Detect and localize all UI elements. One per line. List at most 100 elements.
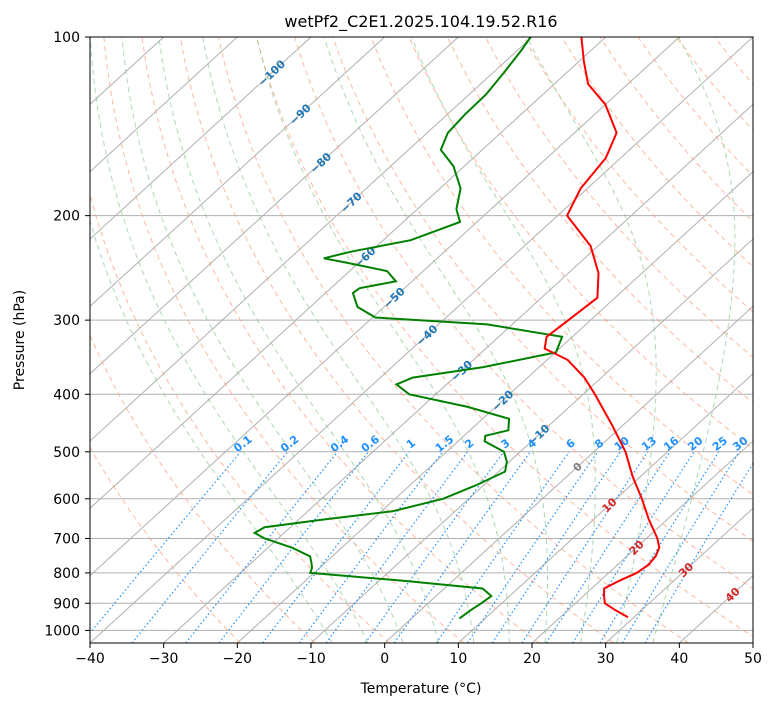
dry-adiabat-line xyxy=(370,37,753,496)
x-tick-label: −10 xyxy=(296,651,326,667)
mixing-ratio-label: 13 xyxy=(639,434,659,454)
isotherm-line xyxy=(90,37,680,577)
isotherm-line xyxy=(605,507,753,643)
dry-adiabat-line xyxy=(675,37,753,132)
x-tick-label: −40 xyxy=(75,651,105,667)
y-axis-ticks: 100 200 300 400 500 600 700 800 900 1000 xyxy=(44,30,90,639)
skewed-isotherms xyxy=(90,37,753,643)
x-tick-label: 0 xyxy=(380,651,389,667)
moist-adiabat-line xyxy=(202,37,475,643)
mixing-ratio-line xyxy=(466,451,599,643)
y-axis-title: Pressure (hPa) xyxy=(12,290,28,390)
isotherm-line xyxy=(310,238,753,643)
x-axis-title: Temperature (°C) xyxy=(360,681,482,697)
isotherm-label: −100 xyxy=(256,57,288,89)
y-tick-label: 400 xyxy=(53,387,80,403)
x-tick-label: −20 xyxy=(223,651,253,667)
mixing-ratio-line xyxy=(325,451,468,643)
mixing-ratio-line xyxy=(90,451,242,634)
mixing-ratio-line xyxy=(393,451,531,643)
isotherm-line xyxy=(457,372,753,643)
moist-adiabat-line xyxy=(90,37,369,643)
isotherm-line xyxy=(90,37,386,308)
mixing-ratio-line xyxy=(521,451,649,643)
dry-adiabats xyxy=(90,37,753,643)
mixing-ratio-label: 8 xyxy=(592,436,606,451)
mixing-ratio-line xyxy=(545,451,671,643)
x-tick-label: 30 xyxy=(597,651,615,667)
isotherm-line xyxy=(531,440,753,643)
y-tick-label: 700 xyxy=(53,532,80,548)
isotherm-line xyxy=(384,305,753,643)
plot-frame xyxy=(89,36,754,644)
temperature-profile-line xyxy=(543,37,661,619)
mixing-ratio-label: 20 xyxy=(685,434,705,454)
x-tick-label: 40 xyxy=(670,651,688,667)
moist-adiabat-line xyxy=(158,37,439,643)
y-tick-label: 900 xyxy=(53,596,80,612)
isotherm-line xyxy=(90,37,312,240)
dry-adiabat-line xyxy=(752,37,753,39)
x-tick-label: 20 xyxy=(523,651,541,667)
plot-area: −100−90−80−70−60−50−40−30−20−10010203040… xyxy=(90,37,771,643)
dry-adiabat-line xyxy=(446,37,753,404)
dry-adiabat-line xyxy=(332,37,753,543)
mixing-ratio-line xyxy=(572,451,695,643)
mixing-ratio-label: 25 xyxy=(710,434,730,454)
mixing-ratio-line xyxy=(185,451,339,643)
y-tick-label: 1000 xyxy=(44,623,80,639)
isotherm-line xyxy=(163,103,753,643)
mixing-ratio-lines xyxy=(90,451,753,643)
dewpoint-profile-line xyxy=(252,37,564,620)
mixing-ratio-line xyxy=(298,451,444,643)
isotherm-line xyxy=(90,37,459,375)
isotherm-line xyxy=(236,170,753,643)
dry-adiabat-line xyxy=(408,37,753,450)
y-tick-label: 300 xyxy=(53,313,80,329)
moist-adiabats xyxy=(90,37,736,643)
moist-adiabat-line xyxy=(121,37,404,643)
mixing-ratio-line xyxy=(364,451,505,643)
isotherm-line xyxy=(752,642,753,643)
mixing-ratio-line xyxy=(621,451,740,643)
x-tick-label: 10 xyxy=(449,651,467,667)
isotherm-line xyxy=(90,37,533,442)
moist-adiabat-line xyxy=(323,37,548,643)
mixing-ratio-line xyxy=(262,451,410,643)
moist-adiabat-line xyxy=(652,37,736,643)
dry-adiabat-line xyxy=(103,37,465,643)
dry-adiabat-line xyxy=(561,37,753,268)
y-tick-label: 100 xyxy=(53,30,80,46)
dry-adiabat-line xyxy=(256,37,753,638)
chart-title: wetPf2_C2E1.2025.104.19.52.R16 xyxy=(284,12,557,32)
dry-adiabat-line xyxy=(90,446,241,643)
moist-adiabat-line xyxy=(411,37,596,643)
dry-adiabat-line xyxy=(637,37,753,177)
moist-adiabat-line xyxy=(90,218,333,643)
x-tick-label: −30 xyxy=(149,651,179,667)
dry-adiabat-line xyxy=(141,37,540,643)
dry-adiabat-line xyxy=(179,37,614,643)
mixing-ratio-label: 2 xyxy=(462,436,476,451)
isotherm-line xyxy=(90,37,238,173)
mixing-ratio-label: 30 xyxy=(730,434,750,454)
dry-adiabat-line xyxy=(90,192,390,643)
mixing-ratio-line xyxy=(491,451,621,643)
dry-adiabat-line xyxy=(714,37,753,86)
dry-adiabat-line xyxy=(90,334,316,643)
y-tick-label: 500 xyxy=(53,445,80,461)
x-tick-label: 50 xyxy=(744,651,762,667)
y-tick-label: 800 xyxy=(53,566,80,582)
isotherm-line xyxy=(90,37,753,643)
moist-adiabat-line xyxy=(256,37,510,643)
mixing-ratio-line xyxy=(435,451,570,643)
y-tick-label: 600 xyxy=(53,492,80,508)
mixing-ratio-line xyxy=(131,451,289,643)
x-axis-ticks: −40 −30 −20 −10 0 10 20 30 40 50 xyxy=(75,643,762,667)
dry-adiabat-line xyxy=(217,37,689,643)
isotherm-line xyxy=(90,37,607,510)
mixing-ratio-label: 6 xyxy=(564,436,578,451)
mixing-ratio-label: 36 xyxy=(751,434,771,454)
mixing-ratio-line xyxy=(644,462,753,643)
